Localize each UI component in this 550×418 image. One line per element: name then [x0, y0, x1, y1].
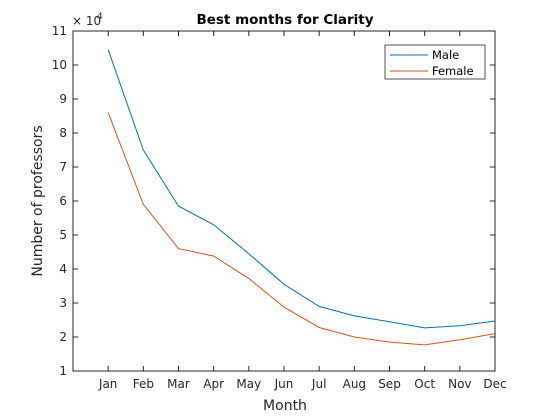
- x-tick-label: Nov: [448, 377, 471, 391]
- x-axis-label: Month: [263, 398, 307, 414]
- y-axis: 1 2 3 4 5 6 7 8 9 10 11: [52, 24, 495, 378]
- x-tick-label: Mar: [167, 377, 190, 391]
- series-line-female: [107, 112, 496, 346]
- y-axis-exponent-base: × 10: [72, 14, 101, 28]
- y-tick-label: 2: [59, 330, 67, 344]
- chart-title: Best months for Clarity: [196, 12, 373, 28]
- plot-area: [72, 30, 496, 372]
- y-axis-exponent-power: 4: [97, 12, 103, 22]
- legend-label-female: Female: [432, 64, 474, 78]
- series-line-male: [107, 49, 496, 329]
- y-tick-label: 8: [59, 126, 67, 140]
- y-tick-label: 6: [59, 194, 67, 208]
- y-tick-label: 9: [59, 92, 67, 106]
- y-axis-label: Number of professors: [30, 125, 46, 276]
- x-tick-label: Apr: [203, 377, 224, 391]
- x-tick-label: Jun: [274, 377, 294, 391]
- x-tick-label: Sep: [378, 377, 401, 391]
- legend-label-male: Male: [432, 48, 459, 62]
- x-tick-label: Feb: [133, 377, 154, 391]
- y-tick-label: 10: [52, 58, 67, 72]
- x-axis: Jan Feb Mar Apr May Jun Jul Aug Sep Oct Nov Dec: [98, 31, 507, 391]
- legend: Male Female: [384, 44, 486, 80]
- x-tick-label: Jan: [98, 377, 118, 391]
- x-tick-label: Dec: [483, 377, 506, 391]
- y-tick-label: 7: [59, 160, 67, 174]
- legend-box: [384, 44, 486, 80]
- x-tick-label: May: [236, 377, 261, 391]
- y-tick-label: 1: [59, 364, 67, 378]
- x-tick-label: Aug: [343, 377, 366, 391]
- series-lines: [107, 49, 496, 346]
- x-tick-label: Oct: [414, 377, 435, 391]
- x-tick-label: Jul: [311, 377, 326, 391]
- y-tick-label: 4: [59, 262, 67, 276]
- y-tick-label: 11: [52, 24, 67, 38]
- y-tick-label: 3: [59, 296, 67, 310]
- y-tick-label: 5: [59, 228, 67, 242]
